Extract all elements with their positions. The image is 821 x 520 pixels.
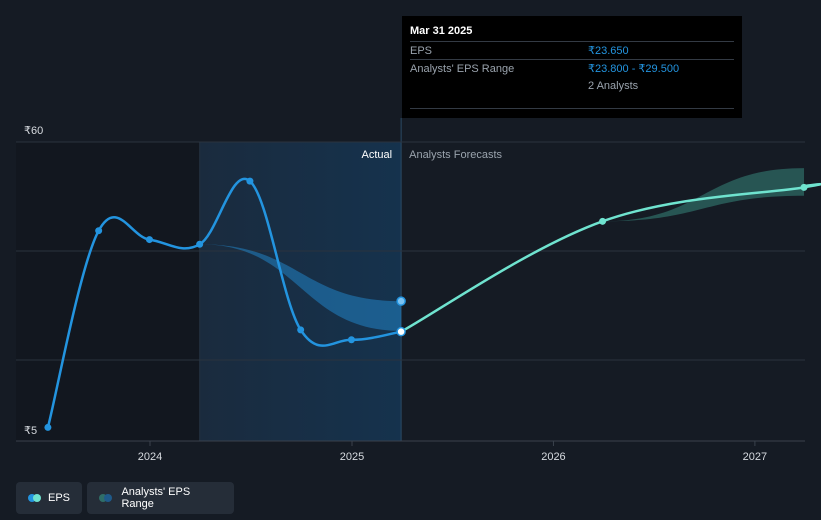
eps-point <box>347 336 355 344</box>
legend-range-label: Analysts' EPS Range <box>121 486 191 510</box>
legend-eps-button[interactable]: EPS <box>16 482 82 514</box>
tooltip-range-value: ₹23.800 - ₹29.500 <box>588 63 680 75</box>
x-tick-label: 2026 <box>541 451 565 463</box>
tooltip-analysts-count: 2 Analysts <box>588 79 639 92</box>
tooltip-analysts-row: 2 Analysts <box>410 77 734 94</box>
tooltip-date: Mar 31 2025 <box>410 25 473 37</box>
eps-forecast-point <box>599 217 607 225</box>
eps-point <box>246 177 254 185</box>
tooltip-range-row: Analysts' EPS Range ₹23.800 - ₹29.500 <box>410 59 734 77</box>
eps-legend-icon <box>28 494 41 502</box>
forecast-eps-range-area <box>401 168 805 332</box>
legend-range-button[interactable]: Analysts' EPS Range <box>87 482 234 514</box>
grid <box>16 141 805 446</box>
x-tick-label: 2025 <box>340 451 364 463</box>
eps-point <box>297 326 305 334</box>
tooltip-range-label: Analysts' EPS Range <box>410 62 515 75</box>
forecast-label: Analysts Forecasts <box>409 149 502 161</box>
eps-point <box>95 227 103 235</box>
x-tick-label: 2024 <box>138 451 162 463</box>
eps-point <box>145 236 153 244</box>
series-lines <box>46 177 821 428</box>
series-points <box>44 177 808 431</box>
eps-line <box>46 177 402 428</box>
pre-actual-region <box>16 142 200 441</box>
y-tick-label: ₹5 <box>24 425 37 437</box>
actual-label: Actual <box>362 149 393 161</box>
range-areas <box>199 168 805 332</box>
tooltip-eps-label: EPS <box>410 44 433 57</box>
legend-eps-label: EPS <box>47 492 70 504</box>
chart-labels: 2024 2025 2026 2027 ₹60 ₹5 Actual Analysts Fore… <box>24 125 767 463</box>
eps-point <box>396 326 406 337</box>
eps-range-high-point <box>396 296 406 306</box>
eps-point <box>196 240 204 248</box>
x-tick-label: 2027 <box>743 451 767 463</box>
eps-forecast-line <box>400 182 821 333</box>
y-tick-label: ₹60 <box>24 125 43 137</box>
tooltip-divider <box>410 108 734 109</box>
actual-region <box>199 142 402 441</box>
eps-point <box>44 423 52 431</box>
tooltip-eps-value: ₹23.650 <box>588 45 629 57</box>
range-legend-icon <box>99 494 114 502</box>
eps-forecast-point <box>800 183 808 191</box>
chart-background <box>16 118 402 441</box>
hover-tooltip: Mar 31 2025 EPS ₹23.650 Analysts' EPS Ra… <box>402 16 742 118</box>
tooltip-eps-row: EPS ₹23.650 <box>410 41 734 59</box>
past-eps-range-area <box>199 244 402 331</box>
